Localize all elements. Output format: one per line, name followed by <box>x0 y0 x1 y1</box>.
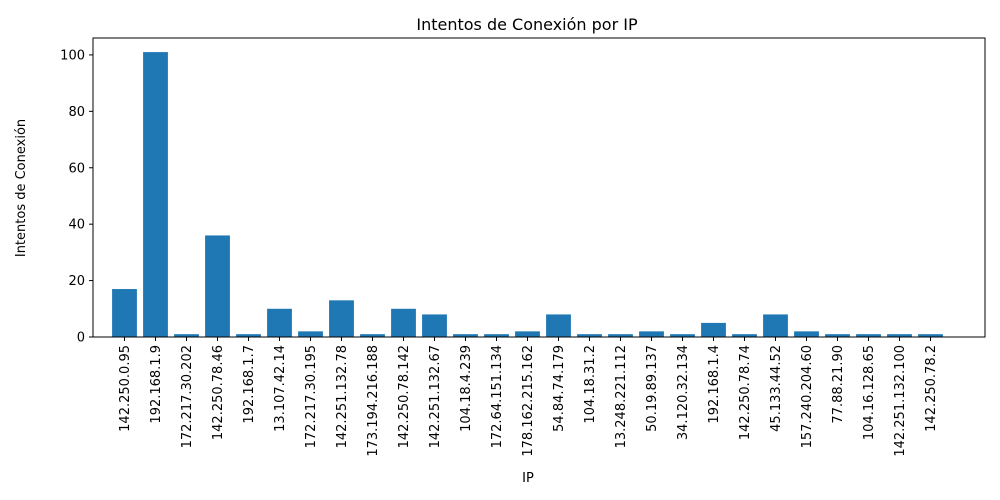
bar-192.168.1.4 <box>701 322 726 337</box>
bar-142.250.78.74 <box>732 334 757 337</box>
x-tick-label: 172.217.30.202 <box>180 345 195 448</box>
bar-104.18.31.2 <box>577 334 602 337</box>
bar-142.251.132.100 <box>887 334 912 337</box>
x-tick-label: 50.19.89.137 <box>645 345 660 432</box>
x-tick-label: 178.162.215.162 <box>521 345 536 457</box>
x-tick-label: 104.18.4.239 <box>459 345 474 432</box>
y-tick-label: 20 <box>68 274 85 289</box>
bar-172.217.30.195 <box>298 331 323 337</box>
y-tick-label: 80 <box>68 105 85 120</box>
x-tick-label: 142.251.132.67 <box>428 345 443 448</box>
bar-192.168.1.7 <box>236 334 261 337</box>
bar-142.250.78.2 <box>918 334 943 337</box>
x-tick-label: 142.250.78.74 <box>738 345 753 440</box>
bar-192.168.1.9 <box>143 52 168 338</box>
y-axis-title: Intentos de Conexión <box>14 119 29 257</box>
plot-area-frame <box>92 37 986 338</box>
bar-13.248.221.112 <box>608 334 633 337</box>
x-tick-label: 192.168.1.9 <box>149 345 164 424</box>
chart-title: Intentos de Conexión por IP <box>416 15 638 34</box>
bar-34.120.32.134 <box>670 334 695 337</box>
y-tick-label: 40 <box>68 218 85 233</box>
bar-104.16.128.65 <box>856 334 881 337</box>
bar-142.250.0.95 <box>112 289 137 337</box>
y-axis: 0 20 40 60 80 100 <box>60 48 93 346</box>
x-tick-label: 142.250.0.95 <box>118 345 133 432</box>
bar-45.133.44.52 <box>763 314 788 337</box>
x-tick-label: 104.18.31.2 <box>583 345 598 424</box>
bar-173.194.216.188 <box>360 334 385 337</box>
bar-157.240.204.60 <box>794 331 819 337</box>
x-tick-label: 142.250.78.2 <box>924 345 939 432</box>
x-tick-label: 173.194.216.188 <box>366 345 381 457</box>
x-tick-label: 13.248.221.112 <box>614 345 629 448</box>
bar-13.107.42.14 <box>267 308 292 337</box>
x-tick-label: 192.168.1.4 <box>707 345 722 424</box>
x-tick-label: 192.168.1.7 <box>242 345 257 424</box>
bar-142.251.132.67 <box>422 314 447 337</box>
bar-54.84.74.179 <box>546 314 571 337</box>
bar-142.251.132.78 <box>329 300 354 337</box>
bar-172.64.151.134 <box>484 334 509 337</box>
bar-77.88.21.90 <box>825 334 850 337</box>
bar-178.162.215.162 <box>515 331 540 337</box>
x-axis: 142.250.0.95 192.168.1.9 172.217.30.202 142… <box>118 337 939 457</box>
x-tick-label: 172.217.30.195 <box>304 345 319 448</box>
bars-group <box>112 52 943 338</box>
x-tick-label: 157.240.204.60 <box>800 345 815 448</box>
bar-172.217.30.202 <box>174 334 199 337</box>
bar-104.18.4.239 <box>453 334 478 337</box>
y-tick-label: 60 <box>68 161 85 176</box>
bar-142.250.78.46 <box>205 235 230 337</box>
x-tick-label: 13.107.42.14 <box>273 345 288 432</box>
x-tick-label: 45.133.44.52 <box>769 345 784 432</box>
x-tick-label: 142.250.78.142 <box>397 345 412 448</box>
x-tick-label: 142.250.78.46 <box>211 345 226 440</box>
x-tick-label: 34.120.32.134 <box>676 345 691 440</box>
bar-50.19.89.137 <box>639 331 664 337</box>
bar-142.250.78.142 <box>391 308 416 337</box>
x-tick-label: 172.64.151.134 <box>490 345 505 448</box>
x-tick-label: 142.251.132.100 <box>893 345 908 457</box>
x-tick-label: 142.251.132.78 <box>335 345 350 448</box>
x-tick-label: 54.84.74.179 <box>552 345 567 432</box>
y-tick-label: 0 <box>77 331 85 346</box>
x-axis-title: IP <box>522 471 534 486</box>
y-tick-label: 100 <box>60 48 85 63</box>
x-tick-label: 104.16.128.65 <box>862 345 877 440</box>
x-tick-label: 77.88.21.90 <box>831 345 846 424</box>
